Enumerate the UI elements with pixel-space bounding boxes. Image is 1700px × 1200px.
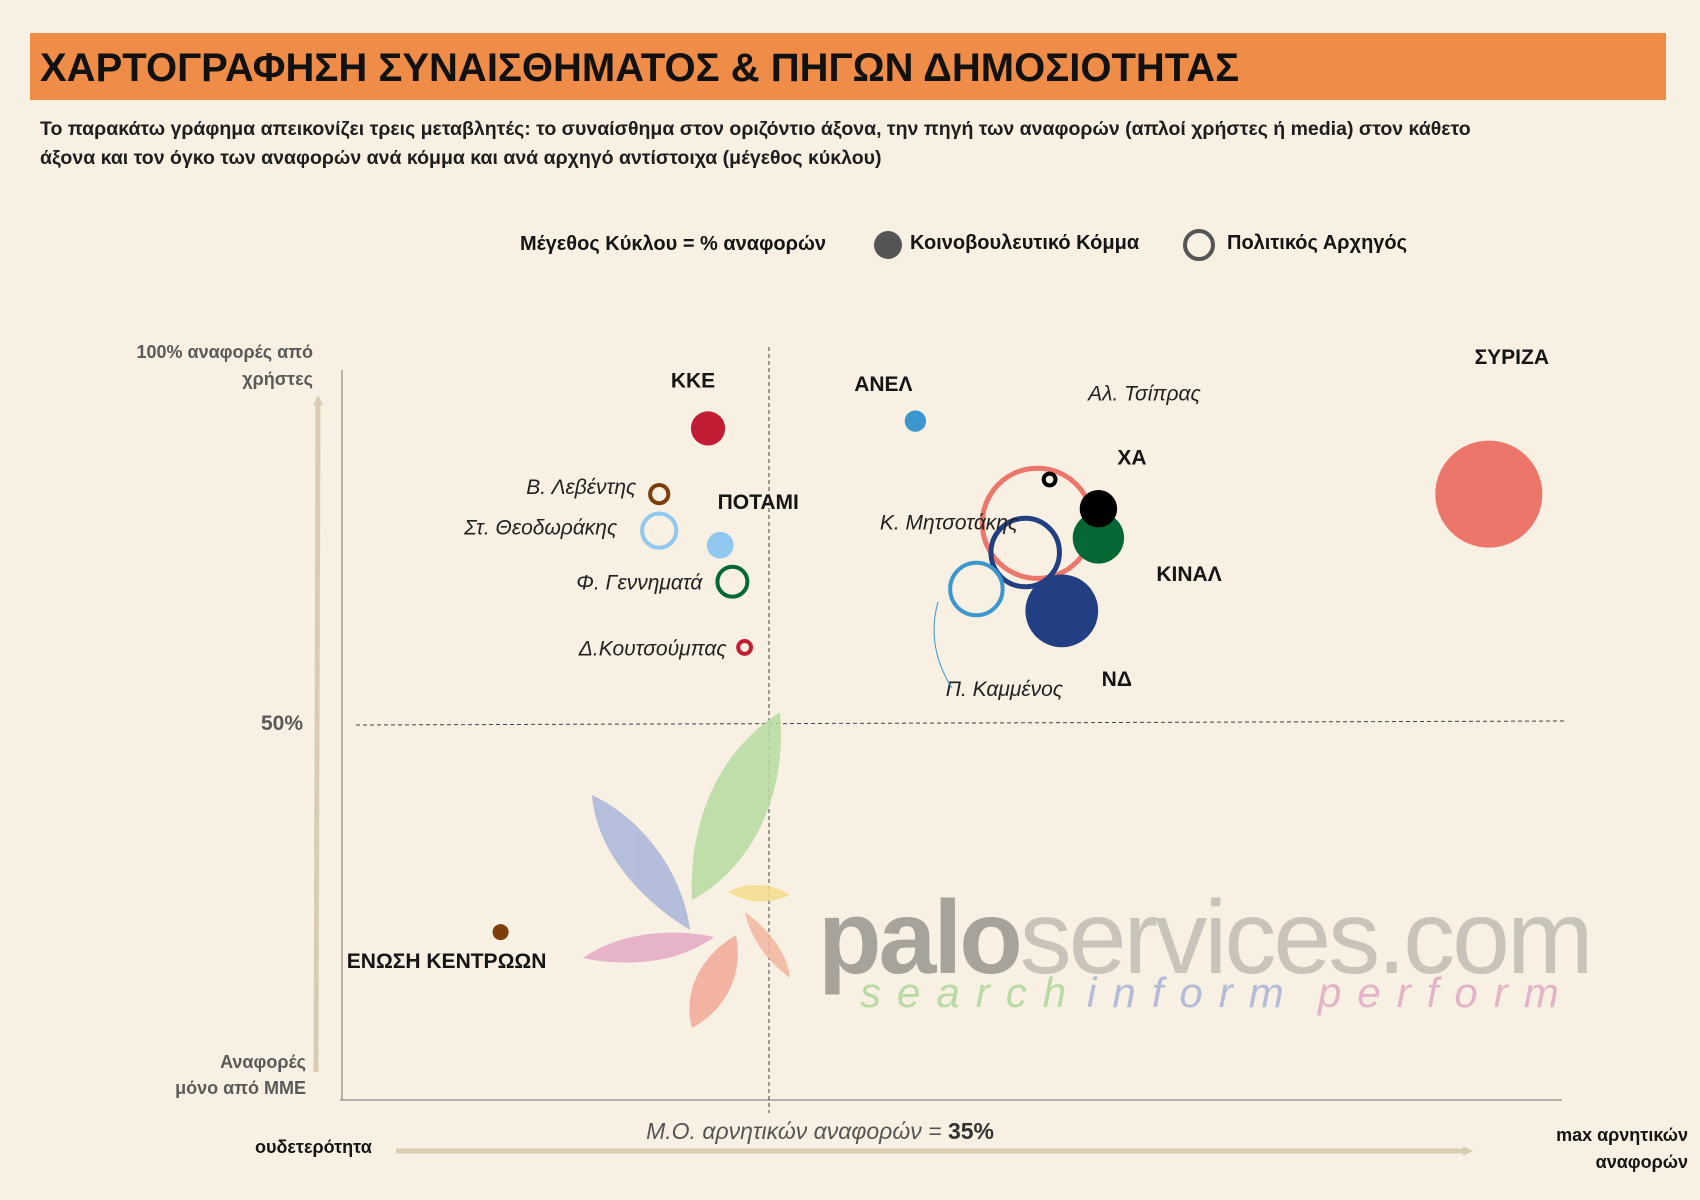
- leaf-yellow-icon: [728, 884, 790, 902]
- party-bubble-ποταμι: [706, 531, 734, 559]
- title-bar: ΧΑΡΤΟΓΡΑΦΗΣΗ ΣΥΝΑΙΣΘΗΜΑΤΟΣ & ΠΗΓΩΝ ΔΗΜΟΣ…: [30, 33, 1666, 100]
- x-mean-value: 35%: [948, 1118, 994, 1144]
- leader-bubble-χα: [1041, 471, 1058, 488]
- watermark-brand: paloservices.com: [818, 880, 1591, 996]
- leaf-pink-icon: [583, 932, 714, 963]
- subtitle: Το παρακάτω γράφημα απεικονίζει τρεις με…: [40, 115, 1660, 173]
- y-mid-label: 50%: [261, 712, 303, 735]
- leaf-green-icon: [691, 712, 782, 900]
- party-bubble-ανελ: [904, 410, 927, 432]
- legend-leader-marker: [1183, 229, 1215, 261]
- watermark-brand-dark: palo: [818, 880, 1020, 996]
- leader-label-δ-κουτσούμπας: Δ.Κουτσούμπας: [578, 637, 728, 660]
- kammenos-leader-line: [933, 601, 953, 689]
- leader-bubble-φ-γεννηματά: [715, 564, 750, 599]
- leader-label-αλ-τσίπρας: Αλ. Τσίπρας: [1086, 382, 1201, 405]
- leader-bubble-π-καμμένος: [948, 560, 1005, 618]
- party-label-ποταμι: ΠΟΤΑΜΙ: [718, 491, 799, 514]
- party-bubble-ενωση-κεντρωων: [492, 924, 509, 941]
- party-label-νδ: ΝΔ: [1102, 668, 1132, 691]
- y-top-label-line-1: 100% αναφορές από: [136, 342, 313, 362]
- x-mean-label: Μ.Ο. αρνητικών αναφορών = 35%: [646, 1118, 994, 1144]
- leader-label-στ-θεοδωράκης: Στ. Θεοδωράκης: [463, 517, 618, 540]
- x-right-label-line-1: max αρνητικών: [1556, 1125, 1688, 1145]
- party-label-ανελ: ΑΝΕΛ: [854, 373, 912, 396]
- legend-party-marker: [874, 231, 902, 259]
- party-bubble-χα: [1079, 489, 1118, 528]
- legend-size-label: Μέγεθος Κύκλου = % αναφορών: [520, 233, 826, 255]
- party-label-κιναλ: ΚΙΝΑΛ: [1156, 563, 1221, 586]
- leader-bubble-κ-μητσοτάκης: [988, 515, 1062, 590]
- leader-label-φ-γεννηματά: Φ. Γεννηματά: [576, 572, 703, 595]
- party-bubble-κιναλ: [1072, 512, 1125, 564]
- legend-leader-label: Πολιτικός Αρχηγός: [1227, 232, 1407, 254]
- y-top-label-line-2: χρήστες: [242, 369, 313, 389]
- page-title: ΧΑΡΤΟΓΡΑΦΗΣΗ ΣΥΝΑΙΣΘΗΜΑΤΟΣ & ΠΗΓΩΝ ΔΗΜΟΣ…: [40, 46, 1240, 90]
- party-bubble-νδ: [1025, 574, 1099, 648]
- leaf-blue-icon: [592, 795, 690, 930]
- leader-label-β-λεβέντης: Β. Λεβέντης: [526, 476, 637, 499]
- leader-label-κ-μητσοτάκης: Κ. Μητσοτάκης: [880, 512, 1019, 535]
- watermark-tag-perform: perform: [1316, 969, 1575, 1016]
- legend-party-label: Κοινοβουλευτικό Κόμμα: [910, 232, 1140, 254]
- leader-bubble-στ-θεοδωράκης: [640, 511, 679, 550]
- watermark-brand-light: services.com: [1020, 880, 1591, 996]
- leader-bubble-δ-κουτσούμπας: [736, 638, 754, 656]
- watermark-tag-search: search: [860, 969, 1082, 1016]
- fifty-percent-line: [355, 720, 1567, 726]
- leader-label-π-καμμένος: Π. Καμμένος: [946, 678, 1064, 701]
- subtitle-line-1: Το παρακάτω γράφημα απεικονίζει τρεις με…: [40, 118, 1471, 140]
- y-bottom-label-line-2: μόνο από ΜΜΕ: [175, 1078, 306, 1098]
- leaf-orange-icon: [745, 912, 790, 978]
- party-bubble-κκε: [690, 411, 726, 446]
- party-label-ενωση-κεντρωων: ΕΝΩΣΗ ΚΕΝΤΡΩΩΝ: [347, 950, 547, 973]
- legend: Μέγεθος Κύκλου = % αναφορών Κοινοβουλευτ…: [520, 229, 1407, 261]
- x-left-label: ουδετερότητα: [255, 1137, 372, 1157]
- watermark-tag-inform: inform: [1087, 969, 1300, 1016]
- party-label-συριζα: ΣΥΡΙΖΑ: [1475, 346, 1549, 369]
- party-label-χα: ΧΑ: [1117, 447, 1146, 470]
- x-right-label-line-2: αναφορών: [1596, 1152, 1688, 1172]
- watermark-logo-icon: [583, 712, 790, 1028]
- leaf-salmon-icon: [689, 935, 738, 1028]
- party-bubble-συριζα: [1435, 440, 1543, 548]
- bubble-layer: [492, 410, 1543, 941]
- subtitle-line-2: άξονα και τον όγκο των αναφορών ανά κόμμ…: [40, 147, 882, 169]
- bubble-label-layer: ΣΥΡΙΖΑ ΝΔ ΚΙΝΑΛ ΧΑ ΚΚΕ ΠΟΤΑΜΙ ΑΝΕΛ ΕΝΩΣΗ ΚΕΝΤΡΩ…: [347, 346, 1549, 973]
- y-axis-arrow: [312, 395, 323, 1073]
- x-mean-text: Μ.Ο. αρνητικών αναφορών =: [646, 1118, 948, 1144]
- party-label-κκε: ΚΚΕ: [671, 369, 715, 392]
- y-bottom-label-line-1: Αναφορές: [220, 1052, 306, 1072]
- leader-bubble-β-λεβέντης: [648, 483, 671, 506]
